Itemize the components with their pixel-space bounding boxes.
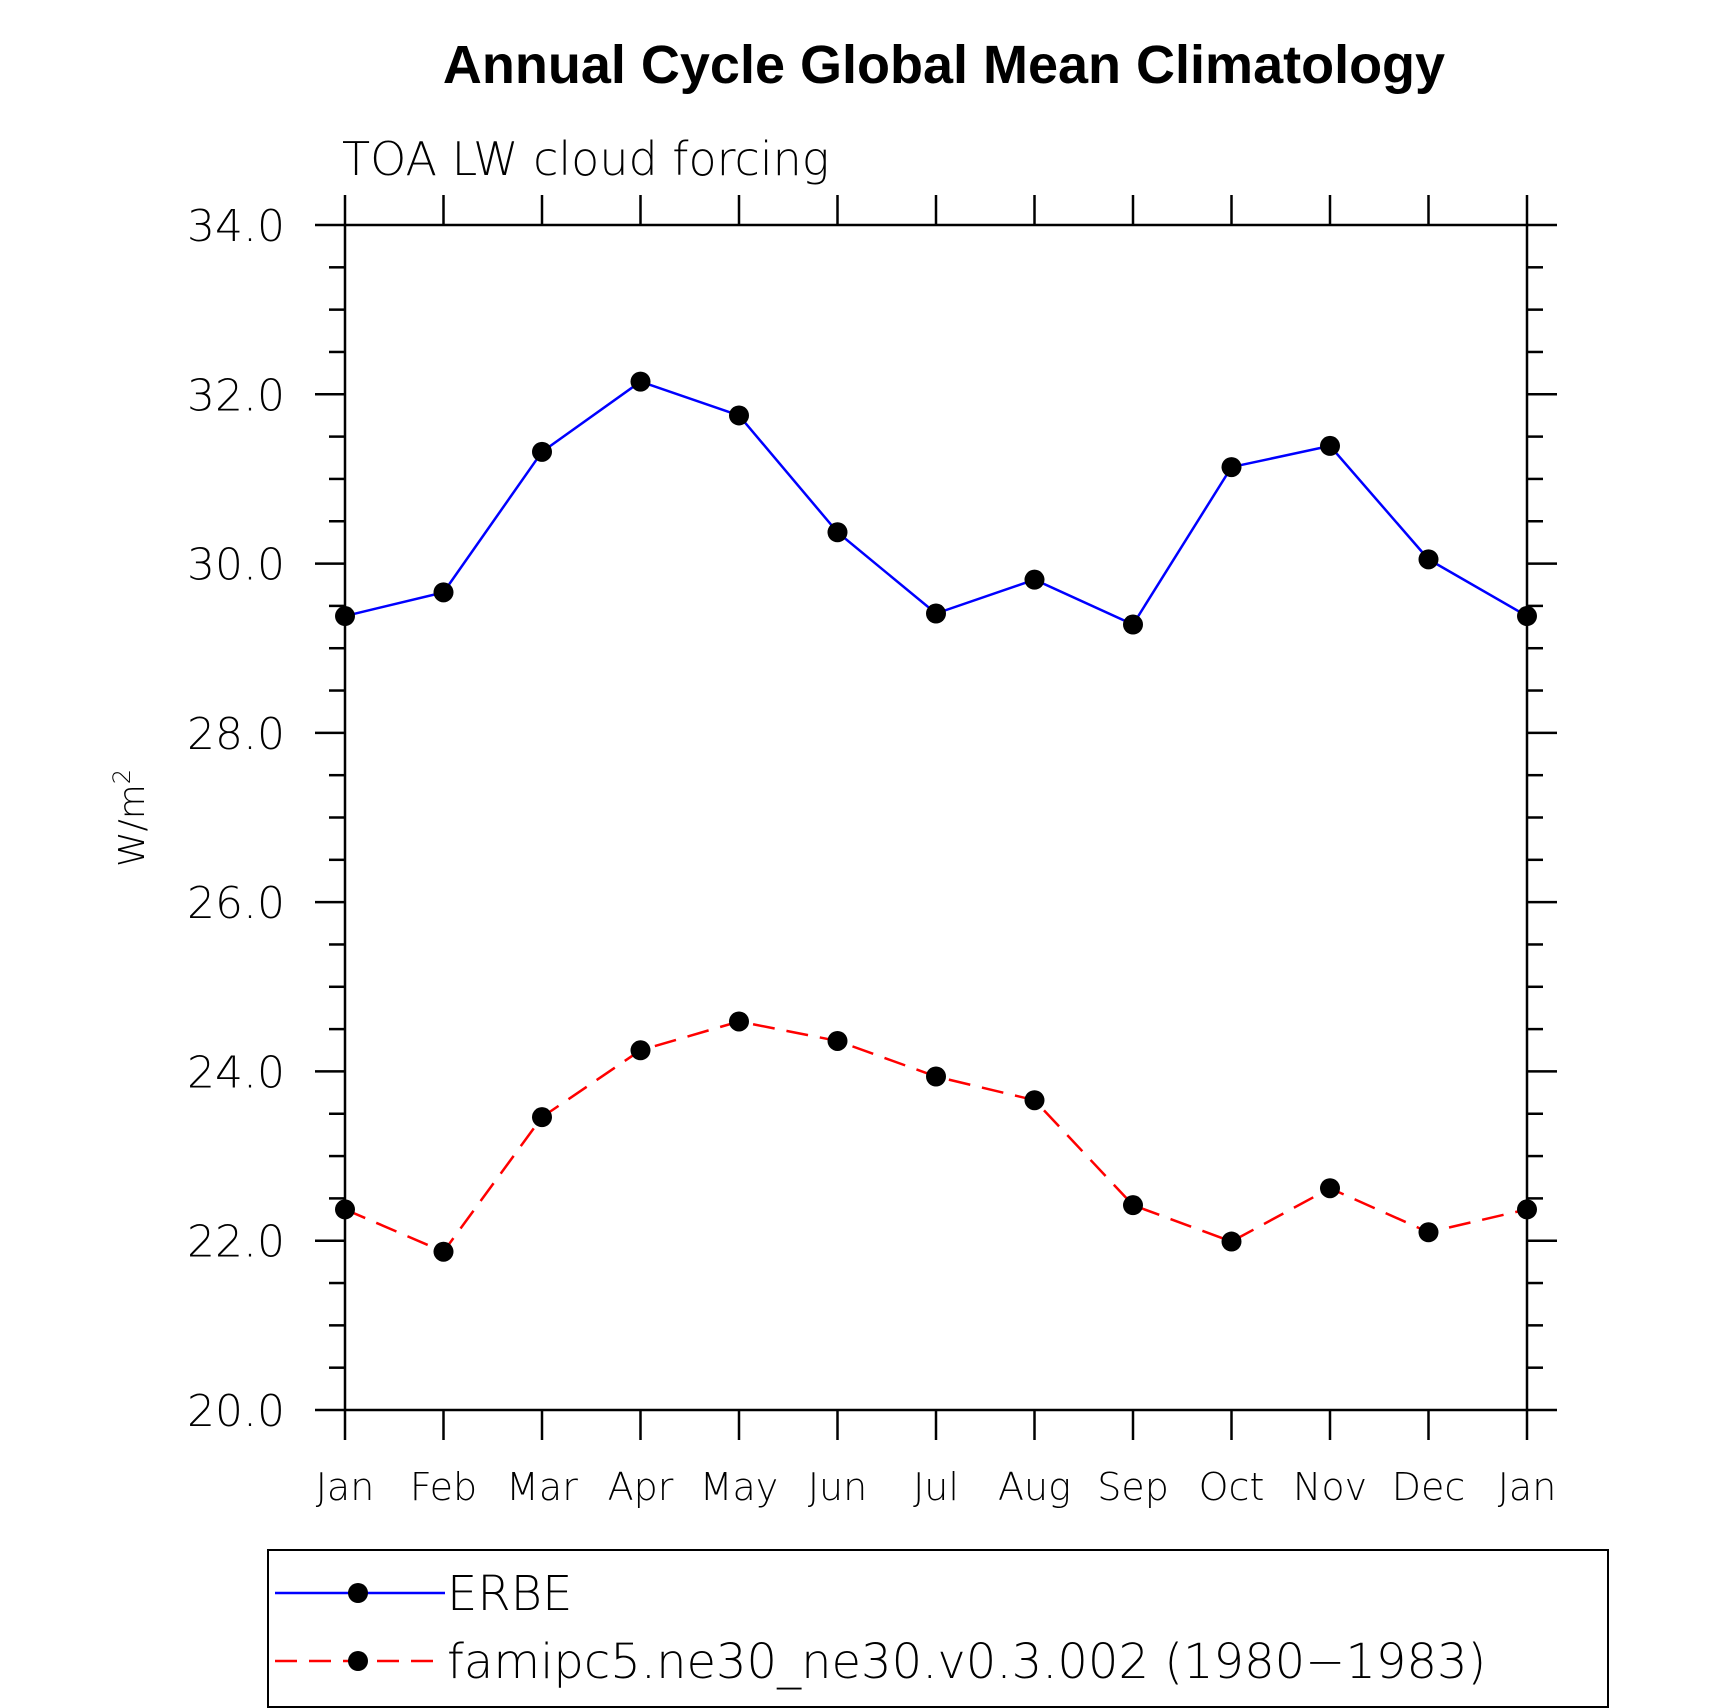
data-point (1320, 1178, 1340, 1199)
legend-label: ERBE (447, 1566, 572, 1622)
data-point (630, 1040, 651, 1061)
series-model (335, 1011, 1537, 1262)
data-point (335, 1199, 355, 1220)
x-tick-label: Jan (316, 1465, 375, 1509)
data-point (630, 371, 651, 392)
series-line (344, 1020, 1528, 1254)
data-point (1517, 606, 1537, 627)
series (335, 371, 1537, 1262)
y-tick-label: 26.0 (187, 878, 285, 929)
axes: 20.0 22.0 24.0 26.0 28.0 30.0 32.0 34.0 Jan Feb Ma… (187, 195, 1557, 1509)
legend-marker (348, 1651, 368, 1671)
y-axis-label: W/m2 (108, 769, 153, 867)
y-tick-label: 20.0 (187, 1386, 285, 1437)
data-point (729, 1011, 749, 1032)
data-point (532, 441, 552, 462)
data-point (926, 1066, 946, 1087)
x-tick-label: Jul (913, 1465, 959, 1509)
data-point (1123, 614, 1143, 635)
chart-subtitle: TOA LW cloud forcing (342, 132, 829, 186)
data-point (1320, 435, 1340, 456)
y-tick-label: 30.0 (187, 540, 285, 591)
legend-box (267, 1549, 1609, 1708)
y-tick-label: 24.0 (187, 1047, 285, 1098)
legend-marker (348, 1583, 368, 1603)
x-tick-label: May (700, 1465, 779, 1509)
y-tick-label: 28.0 (187, 709, 285, 760)
y-tick-label: 32.0 (187, 370, 285, 421)
x-tick-label: Apr (608, 1465, 674, 1509)
x-tick-label: Aug (998, 1465, 1071, 1509)
data-point (433, 582, 454, 603)
y-tick-label: 22.0 (187, 1217, 285, 1268)
x-tick-label: Sep (1097, 1465, 1169, 1509)
data-point (926, 603, 946, 624)
legend-label: famipc5.ne30_ne30.v0.3.002 (1980−1983) (447, 1634, 1486, 1690)
data-point (532, 1107, 552, 1128)
data-point (1024, 1090, 1045, 1111)
data-point (1123, 1195, 1143, 1216)
legend: ERBE famipc5.ne30_ne30.v0.3.002 (1980−198… (267, 1549, 1609, 1708)
chart-title: Annual Cycle Global Mean Climatology (443, 35, 1445, 95)
series-erbe (335, 371, 1537, 635)
data-point (335, 606, 355, 627)
data-point (1418, 549, 1439, 570)
plot-frame (343, 223, 1529, 1412)
data-point (1517, 1199, 1537, 1220)
x-tick-label: Feb (410, 1465, 477, 1509)
x-tick-label: Dec (1392, 1465, 1466, 1509)
x-tick-label: Nov (1293, 1465, 1367, 1509)
data-point (1418, 1222, 1439, 1243)
data-point (433, 1241, 454, 1262)
x-tick-label: Oct (1199, 1465, 1265, 1509)
data-point (827, 522, 848, 543)
x-tick-label: Jan (1498, 1465, 1557, 1509)
y-tick-label: 34.0 (187, 201, 285, 252)
x-tick-label: Mar (506, 1465, 578, 1509)
data-point (1221, 1231, 1242, 1252)
data-point (1024, 569, 1045, 590)
data-point (729, 405, 749, 426)
data-point (1221, 457, 1242, 478)
data-point (827, 1030, 848, 1051)
x-tick-label: Jun (808, 1465, 867, 1509)
series-line (344, 380, 1528, 627)
